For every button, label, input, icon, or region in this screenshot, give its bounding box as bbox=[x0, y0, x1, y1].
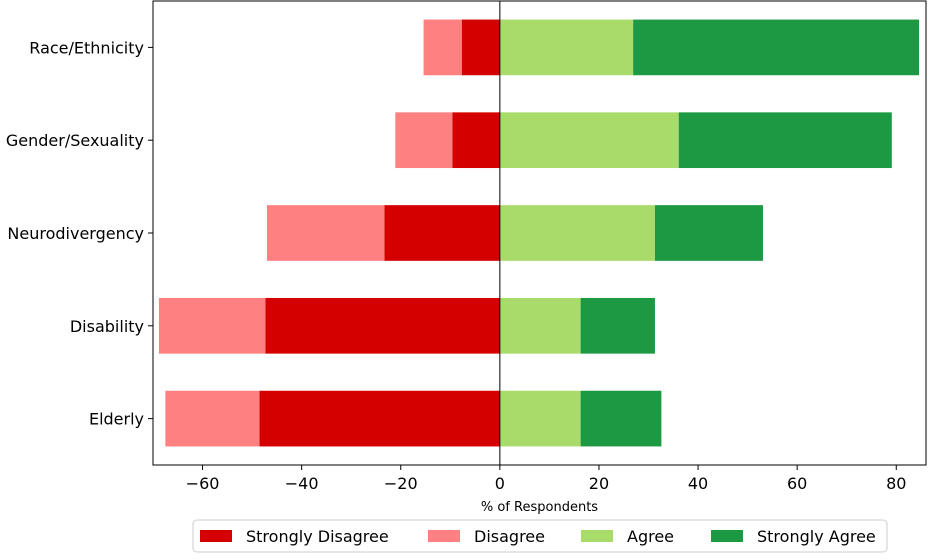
x-axis-title: % of Respondents bbox=[481, 500, 598, 515]
bar-elderly-agree bbox=[499, 390, 581, 447]
x-tick-label: 80 bbox=[886, 474, 906, 493]
x-tick-label: 60 bbox=[787, 474, 807, 493]
legend-label-disagree: Disagree bbox=[474, 527, 545, 546]
bars-layer bbox=[158, 19, 920, 447]
legend-frame bbox=[192, 519, 888, 553]
bar-race-ethnicity-agree bbox=[499, 19, 634, 76]
category-label-neurodivergency: Neurodivergency bbox=[7, 224, 144, 243]
category-label-elderly: Elderly bbox=[89, 410, 144, 429]
legend-label-agree: Agree bbox=[627, 527, 674, 546]
bar-race-ethnicity-strongly-agree bbox=[633, 19, 920, 76]
bar-neurodivergency-agree bbox=[499, 205, 655, 261]
bar-disability-agree bbox=[499, 297, 581, 354]
x-tick-label: −20 bbox=[384, 474, 418, 493]
bar-neurodivergency-strongly-disagree bbox=[384, 205, 500, 261]
legend-swatch-agree bbox=[581, 530, 613, 542]
legend-label-strongly-agree: Strongly Agree bbox=[757, 527, 876, 546]
x-tick-label: 40 bbox=[688, 474, 708, 493]
x-tick-label: 0 bbox=[495, 474, 505, 493]
bar-neurodivergency-disagree bbox=[266, 205, 385, 261]
bar-elderly-disagree bbox=[165, 390, 260, 447]
legend-label-strongly-disagree: Strongly Disagree bbox=[246, 527, 389, 546]
legend-swatch-strongly-agree bbox=[711, 530, 743, 542]
bar-gender-sexuality-disagree bbox=[395, 112, 453, 169]
bar-disability-strongly-agree bbox=[580, 297, 655, 354]
bar-gender-sexuality-strongly-disagree bbox=[452, 112, 500, 169]
category-label-gender-sexuality: Gender/Sexuality bbox=[6, 131, 144, 150]
legend-swatch-strongly-disagree bbox=[200, 530, 232, 542]
bar-gender-sexuality-agree bbox=[499, 112, 679, 169]
category-label-disability: Disability bbox=[70, 317, 144, 336]
category-label-race-ethnicity: Race/Ethnicity bbox=[29, 38, 144, 57]
bar-disability-disagree bbox=[158, 297, 266, 354]
bar-neurodivergency-strongly-agree bbox=[654, 205, 763, 261]
category-labels: Race/Ethnicity Gender/Sexuality Neurodiver… bbox=[6, 38, 153, 429]
bar-race-ethnicity-disagree bbox=[423, 19, 462, 76]
x-axis-ticks: −60 −40 −20 0 20 40 60 80 bbox=[186, 465, 906, 493]
bar-race-ethnicity-strongly-disagree bbox=[461, 19, 500, 76]
legend-swatch-disagree bbox=[428, 530, 460, 542]
plot-frame bbox=[152, 0, 927, 466]
x-tick-label: −60 bbox=[186, 474, 220, 493]
bar-elderly-strongly-disagree bbox=[259, 390, 500, 447]
bar-disability-strongly-disagree bbox=[265, 297, 500, 354]
x-tick-label: 20 bbox=[589, 474, 609, 493]
legend: Strongly Disagree Disagree Agree Strongly A… bbox=[192, 519, 888, 553]
bar-gender-sexuality-strongly-agree bbox=[678, 112, 892, 169]
x-tick-label: −40 bbox=[285, 474, 319, 493]
bar-elderly-strongly-agree bbox=[580, 390, 662, 447]
